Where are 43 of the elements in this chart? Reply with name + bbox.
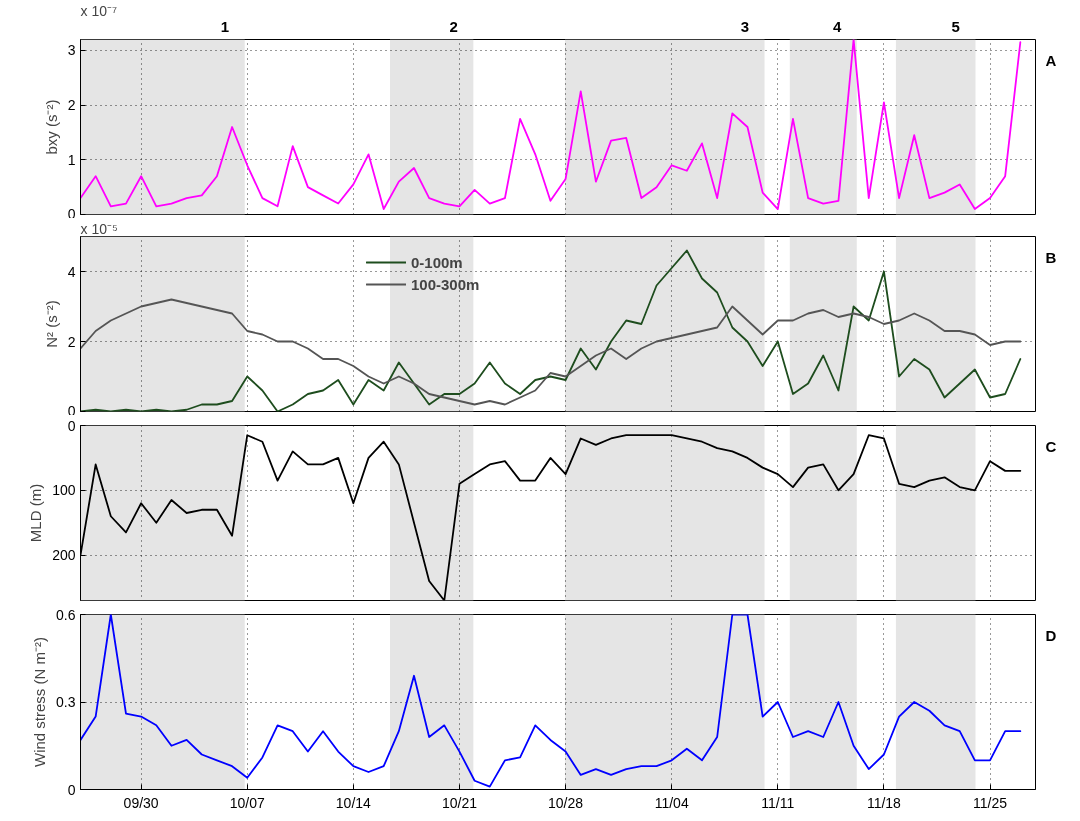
y-tick-label: 1	[67, 151, 76, 168]
y-axis-title: Wind stress (N m⁻²)	[31, 637, 49, 767]
y-axis-title: MLD (m)	[27, 483, 45, 543]
y-tick-label: 4	[67, 263, 76, 280]
text: A	[1045, 52, 1057, 69]
x-tick-label: 11/18	[866, 794, 902, 811]
line-series	[80, 39, 1022, 210]
line-series	[80, 249, 1022, 412]
y-tick-label: 2	[67, 97, 76, 114]
y-tick-label: 0.3	[56, 694, 76, 710]
x-tick-label: 09/30	[123, 794, 159, 811]
y-tick-label: 3	[67, 42, 76, 59]
line-series	[80, 614, 1022, 788]
y-tick-label: 0	[67, 417, 76, 434]
band-label: 3	[740, 17, 749, 35]
x-tick-label: 10/28	[548, 794, 584, 811]
band-label: 1	[220, 17, 230, 35]
annotation: x 10⁻⁵	[80, 220, 118, 237]
y-axis-title: bxy (s⁻²)	[42, 99, 60, 155]
y-tick-label: 200	[52, 547, 76, 564]
band-label: 4	[832, 17, 842, 35]
band-label: 2	[449, 17, 458, 35]
y-tick-label: 2	[67, 333, 76, 350]
x-tick-label: 11/11	[761, 794, 795, 811]
text: D	[1045, 627, 1057, 644]
text: x 10⁻⁷	[80, 2, 118, 19]
x-tick-label: 10/14	[335, 794, 372, 811]
line-series	[80, 298, 1022, 406]
x-tick-label: 10/07	[229, 794, 265, 811]
text: B	[1045, 249, 1057, 266]
y-tick-label: 0	[67, 402, 76, 419]
y-tick-label: 0.6	[56, 606, 76, 623]
x-tick-label: 11/04	[654, 794, 689, 811]
legend-label: 100-300m	[411, 275, 480, 293]
x-tick-label: 11/25	[973, 794, 1008, 811]
y-tick-label: 0	[67, 205, 76, 222]
text: C	[1045, 438, 1057, 455]
legend-label: 0-100m	[411, 253, 463, 271]
y-tick-label: 0	[67, 781, 76, 798]
band-label: 5	[951, 17, 960, 35]
y-tick-label: 100	[52, 482, 76, 499]
x-tick-label: 10/21	[441, 794, 478, 811]
y-axis-title: N² (s⁻²)	[42, 300, 60, 348]
